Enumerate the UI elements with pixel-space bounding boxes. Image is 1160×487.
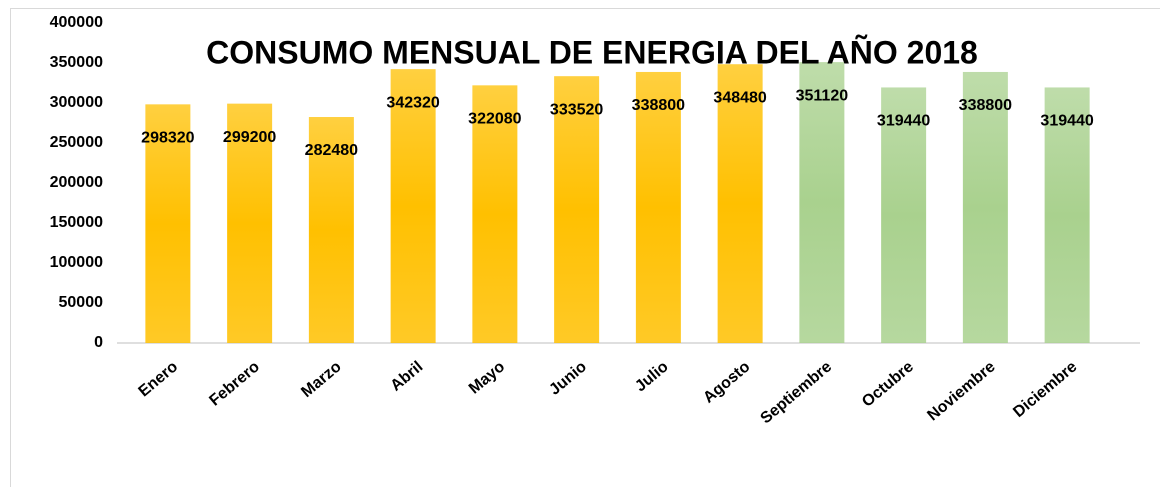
- y-tick-label: 300000: [50, 94, 103, 111]
- y-tick-label: 100000: [50, 254, 103, 271]
- value-label: 319440: [877, 113, 930, 130]
- chart-title: CONSUMO MENSUAL DE ENERGIA DEL AÑO 2018: [206, 34, 978, 70]
- y-tick-label: 250000: [50, 134, 103, 151]
- value-label: 319440: [1040, 113, 1093, 130]
- bar: [145, 104, 191, 344]
- y-tick-label: 0: [94, 334, 103, 351]
- bar: [962, 71, 1008, 344]
- bar: [390, 69, 436, 344]
- y-tick-label: 200000: [50, 174, 103, 191]
- y-tick-label: 350000: [50, 54, 103, 71]
- value-label: 282480: [305, 142, 358, 159]
- y-tick-label: 400000: [50, 14, 103, 31]
- value-label: 298320: [141, 130, 194, 147]
- bar: [1044, 87, 1090, 343]
- bar: [227, 103, 273, 343]
- bar: [635, 71, 681, 344]
- value-label: 348480: [713, 89, 766, 106]
- value-label: 333520: [550, 101, 603, 118]
- value-label: 322080: [468, 111, 521, 128]
- bar: [717, 64, 763, 343]
- value-label: 338800: [959, 97, 1012, 114]
- bar: [472, 85, 518, 343]
- value-label: 342320: [386, 94, 439, 111]
- bar: [881, 87, 927, 343]
- bar: [308, 117, 354, 344]
- value-label: 338800: [632, 97, 685, 114]
- bar: [554, 76, 600, 344]
- y-tick-label: 150000: [50, 214, 103, 231]
- value-label: 299200: [223, 129, 276, 146]
- y-tick-label: 50000: [59, 294, 104, 311]
- value-label: 351120: [796, 87, 849, 104]
- bar: [799, 62, 845, 343]
